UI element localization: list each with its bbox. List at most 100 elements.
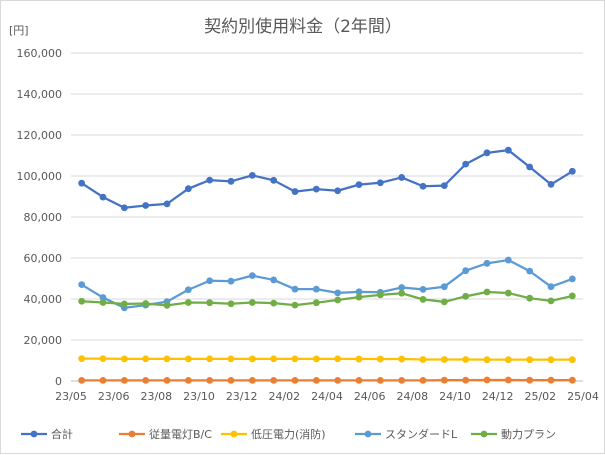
data-point [313,299,320,306]
series-line [82,150,573,208]
x-tick-label: 23/12 [226,390,258,403]
data-point [228,178,235,185]
legend-swatch-marker [129,431,136,438]
data-point [78,377,85,384]
data-point [377,292,384,299]
data-point [441,182,448,189]
data-point [206,377,213,384]
data-point [313,377,320,384]
data-point [164,200,171,207]
data-point [292,286,299,293]
data-point [313,286,320,293]
x-tick-label: 25/02 [524,390,556,403]
data-point [249,299,256,306]
data-point [78,180,85,187]
data-point [334,289,341,296]
data-point [142,202,149,209]
legend-item: 低圧電力(消防) [221,427,326,441]
data-point [569,377,576,384]
data-point [142,300,149,307]
data-point [206,299,213,306]
data-point [313,186,320,193]
data-point [185,377,192,384]
data-point [334,187,341,194]
data-point [377,377,384,384]
data-point [228,355,235,362]
data-point [484,289,491,296]
y-tick-label: 80,000 [24,211,63,224]
y-tick-label: 120,000 [17,129,63,142]
x-tick-label: 23/06 [98,390,130,403]
y-tick-label: 60,000 [24,252,63,265]
legend-item: 従量電灯B/C [119,428,212,441]
data-point [441,377,448,384]
x-tick-label: 23/10 [183,390,215,403]
data-point [292,355,299,362]
data-point [420,377,427,384]
data-point [398,356,405,363]
data-point [462,356,469,363]
data-point [78,281,85,288]
series-0 [78,147,575,211]
data-point [505,257,512,264]
data-point [420,356,427,363]
series-lines [78,147,575,384]
data-point [398,174,405,181]
data-point [548,297,555,304]
series-line [82,359,573,360]
data-point [206,277,213,284]
x-tick-label: 23/05 [55,390,87,403]
data-point [526,377,533,384]
data-point [377,356,384,363]
data-point [270,355,277,362]
data-point [228,278,235,285]
chart-title: 契約別使用料金（2年間） [204,16,402,37]
data-point [420,183,427,190]
data-point [569,276,576,283]
data-point [505,290,512,297]
data-point [142,377,149,384]
data-point [526,164,533,171]
y-tick-label: 100,000 [17,170,63,183]
data-point [505,377,512,384]
legend-item: 合計 [21,427,73,441]
data-point [462,161,469,168]
data-point [526,268,533,275]
x-tick-label: 24/08 [396,390,428,403]
data-point [526,356,533,363]
legend-label: 動力プラン [501,427,556,441]
data-point [420,296,427,303]
legend-swatch-marker [231,431,238,438]
data-point [569,168,576,175]
x-tick-label: 24/02 [268,390,300,403]
data-point [484,149,491,156]
data-point [270,300,277,307]
data-point [548,181,555,188]
data-point [100,194,107,201]
legend-label: 低圧電力(消防) [251,427,326,441]
data-point [185,286,192,293]
legend-label: 合計 [51,427,73,441]
data-point [462,267,469,274]
data-point [377,179,384,186]
y-tick-label: 40,000 [24,293,63,306]
data-point [548,356,555,363]
data-point [185,355,192,362]
legend-label: スタンダードL [385,427,458,441]
y-tick-label: 20,000 [24,334,63,347]
data-point [292,377,299,384]
legend: 合計 従量電灯B/C 低圧電力(消防) スタンダードL 動力プラン [21,427,556,441]
data-point [270,377,277,384]
series-1 [78,377,575,384]
y-tick-label: 140,000 [17,88,63,101]
data-point [462,377,469,384]
data-point [398,377,405,384]
data-point [292,188,299,195]
data-point [484,260,491,267]
data-point [334,377,341,384]
data-point [484,356,491,363]
y-tick-labels: 020,00040,00060,00080,000100,000120,0001… [17,47,63,388]
data-point [142,355,149,362]
